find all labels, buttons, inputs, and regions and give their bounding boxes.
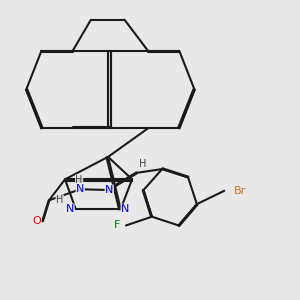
Text: N: N [66, 204, 74, 214]
Text: N: N [105, 185, 113, 195]
Text: Br: Br [233, 186, 246, 196]
Text: N: N [76, 184, 85, 194]
Text: H: H [75, 175, 83, 185]
Text: O: O [32, 216, 41, 226]
Text: N: N [121, 204, 129, 214]
Text: H: H [56, 195, 63, 205]
Text: F: F [114, 220, 120, 230]
Text: H: H [139, 159, 146, 169]
